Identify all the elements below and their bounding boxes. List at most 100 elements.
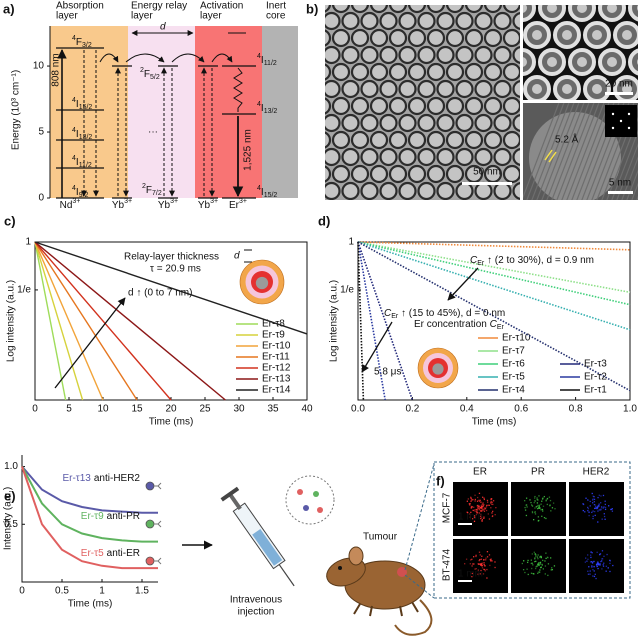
lattice-label: 5.2 Å <box>555 133 579 146</box>
signal-dot <box>478 507 481 510</box>
signal-dot <box>538 571 541 573</box>
x-tick-label: 1.5 <box>135 586 149 597</box>
signal-dot <box>489 558 491 561</box>
x-tick-label: 0.0 <box>351 404 365 415</box>
fft-spot <box>611 112 615 116</box>
signal-dot <box>599 553 602 555</box>
signal-dot <box>533 573 535 575</box>
signal-dot <box>490 507 492 509</box>
annotation-part: C <box>470 255 478 266</box>
signal-dot <box>537 554 539 556</box>
particle <box>398 45 417 65</box>
signal-dot <box>547 556 549 559</box>
level-label-part: 15/2 <box>79 104 93 111</box>
signal-dot <box>593 503 596 506</box>
signal-dot <box>535 566 537 568</box>
particle <box>483 62 503 82</box>
particle <box>417 181 436 200</box>
signal-dot <box>481 564 483 567</box>
signal-dot <box>470 507 472 509</box>
signal-dot <box>587 499 589 501</box>
signal-dot <box>601 568 603 570</box>
particle <box>331 96 351 116</box>
signal-dot <box>604 506 607 509</box>
lattice-fringe <box>626 169 638 200</box>
signal-dot <box>600 560 602 563</box>
ion-label-part: 3+ <box>210 198 218 205</box>
particle <box>426 96 446 116</box>
particle <box>436 181 455 200</box>
particle <box>360 147 379 167</box>
particle <box>493 147 512 167</box>
annotation-part: ↑ (15 to 45%), d = 0 nm <box>398 308 505 319</box>
level-label: 4F3/2 <box>72 35 92 49</box>
transfer-arrow <box>211 53 233 63</box>
signal-dot <box>466 511 468 513</box>
syringe-plunger <box>228 492 242 511</box>
signal-dot <box>597 510 599 512</box>
signal-dot <box>490 560 492 562</box>
particle <box>388 28 408 48</box>
signal-dot <box>474 516 476 519</box>
particle <box>369 5 389 14</box>
signal-dot <box>534 567 537 570</box>
signal-dot <box>592 495 594 497</box>
emission-label: 1,525 nm <box>243 129 254 171</box>
signal-dot <box>474 494 476 496</box>
signal-dot <box>593 560 595 563</box>
signal-dot <box>544 573 546 575</box>
signal-dot <box>602 494 605 497</box>
signal-dot <box>491 501 493 503</box>
signal-dot <box>585 497 587 499</box>
signal-dot <box>534 495 536 498</box>
annotation-part: ↑ (2 to 30%), d = 0.9 nm <box>484 255 594 266</box>
signal-dot <box>599 564 601 566</box>
signal-dot <box>550 557 552 559</box>
signal-dot <box>486 568 488 571</box>
relaxation <box>233 67 243 112</box>
particle <box>512 182 520 200</box>
signal-dot <box>600 509 602 511</box>
panel-label: c) <box>4 213 16 228</box>
signal-dot <box>470 511 472 514</box>
lattice-fringe <box>631 182 638 200</box>
signal-dot <box>596 505 599 507</box>
signal-dot <box>490 500 492 503</box>
signal-dot <box>546 503 548 506</box>
lattice-fringe <box>621 156 638 200</box>
signal-dot <box>466 500 468 502</box>
annotation: CEr ↑ (2 to 30%), d = 0.9 nm <box>470 255 594 268</box>
series-line <box>34 241 84 401</box>
particle <box>407 130 427 150</box>
fft-spot <box>611 126 615 130</box>
signal-dot <box>587 573 590 575</box>
row-header: MCF-7 <box>442 492 453 523</box>
scene-label: Tumour <box>363 532 398 543</box>
signal-dot <box>495 507 497 509</box>
level-label: 4I11/2 <box>72 155 92 169</box>
probe-icon <box>313 491 319 497</box>
level-label-part: 3/2 <box>82 42 92 49</box>
signal-dot <box>534 511 536 514</box>
signal-dot <box>539 563 541 565</box>
particle-core <box>562 30 572 40</box>
signal-dot <box>541 508 544 511</box>
signal-dot <box>522 569 525 571</box>
signal-dot <box>530 572 533 574</box>
signal-dot <box>592 515 594 517</box>
particle <box>331 28 351 48</box>
signal-dot <box>587 558 589 560</box>
particle-core <box>622 84 632 94</box>
particle <box>388 130 408 150</box>
particle <box>502 164 520 184</box>
particle <box>325 45 341 65</box>
signal-dot <box>487 504 489 506</box>
signal-dot <box>481 567 484 569</box>
signal-dot <box>595 577 597 580</box>
signal-dot <box>537 571 540 573</box>
signal-dot <box>483 562 485 564</box>
signal-dot <box>473 563 475 565</box>
signal-dot <box>593 570 595 572</box>
particle-core <box>622 30 632 40</box>
ion-label-part: Nd <box>60 200 73 211</box>
